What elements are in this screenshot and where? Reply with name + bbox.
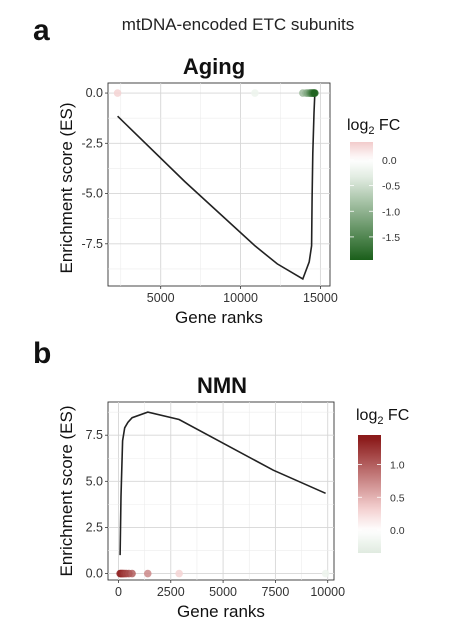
nmn-y-tick-label: 2.5 bbox=[86, 520, 103, 534]
nmn-gene-point bbox=[321, 569, 330, 578]
aging-legend-title: log2 FC bbox=[347, 117, 400, 137]
nmn-grid bbox=[108, 402, 334, 580]
nmn-y-tick-label: 5.0 bbox=[86, 474, 103, 488]
nmn-x-tick-label: 7500 bbox=[262, 585, 290, 599]
nmn-tick-labels: 0 2500 5000 7500 10000 0.0 2.5 5.0 7.5 bbox=[86, 428, 346, 599]
aging-x-tick-label: 10000 bbox=[223, 291, 258, 305]
aging-x-axis-label: Gene ranks bbox=[175, 308, 263, 327]
aging-legend-tick-label: -1.5 bbox=[382, 232, 400, 244]
aging-y-tick-label: -2.5 bbox=[81, 136, 103, 150]
aging-y-axis-label: Enrichment score (ES) bbox=[57, 103, 76, 274]
aging-gene-points bbox=[113, 89, 319, 97]
nmn-legend-ticks: 1.0 0.5 0.0 bbox=[358, 460, 405, 537]
nmn-chart-panel: NMN 0 2500 5000 7500 10000 0.0 2.5 5.0 7.5 Gene … bbox=[57, 373, 409, 621]
aging-legend-ticks: 0.0 -0.5 -1.0 -1.5 bbox=[350, 155, 400, 244]
aging-legend-tick-label: -1.0 bbox=[382, 206, 400, 218]
nmn-x-tick-label: 0 bbox=[115, 585, 122, 599]
nmn-plot-area bbox=[107, 401, 335, 581]
nmn-gene-point bbox=[128, 569, 136, 578]
aging-legend-title-fc: FC bbox=[374, 117, 400, 134]
nmn-gene-point bbox=[143, 569, 152, 578]
panel-letter-a: a bbox=[33, 14, 50, 47]
aging-y-tick-label: 0.0 bbox=[86, 86, 103, 100]
nmn-x-axis-label: Gene ranks bbox=[177, 602, 265, 621]
nmn-legend-tick-label: 1.0 bbox=[390, 460, 405, 472]
aging-legend-colorbar bbox=[350, 142, 373, 260]
aging-chart-panel: Aging 5000 10000 15000 0.0 -2.5 -5.0 -7.5 Gene… bbox=[57, 54, 400, 327]
aging-legend-title-sub: 2 bbox=[368, 125, 374, 137]
nmn-y-axis-label: Enrichment score (ES) bbox=[57, 406, 76, 577]
aging-color-legend: log2 FC 0.0 -0.5 -1.0 -1.5 bbox=[347, 117, 400, 260]
aging-gene-point bbox=[113, 89, 122, 97]
nmn-legend-colorbar bbox=[358, 435, 381, 553]
aging-y-tick-label: -7.5 bbox=[81, 237, 103, 251]
nmn-color-legend: log2 FC 1.0 0.5 0.0 bbox=[356, 407, 409, 553]
aging-y-tick-label: -5.0 bbox=[81, 187, 103, 201]
aging-plot-area bbox=[107, 82, 331, 287]
panel-letter-b: b bbox=[33, 337, 51, 370]
aging-legend-tick-label: -0.5 bbox=[382, 181, 400, 193]
nmn-legend-title: log2 FC bbox=[356, 407, 409, 427]
nmn-x-tick-label: 2500 bbox=[157, 585, 185, 599]
nmn-y-tick-label: 0.0 bbox=[86, 567, 103, 581]
nmn-legend-tick-label: 0.5 bbox=[390, 492, 405, 504]
aging-gene-point bbox=[251, 89, 259, 97]
nmn-chart-title: NMN bbox=[197, 373, 247, 398]
nmn-legend-tick-label: 0.0 bbox=[390, 525, 405, 537]
aging-chart-title: Aging bbox=[183, 54, 245, 79]
aging-x-tick-label: 15000 bbox=[303, 291, 338, 305]
aging-tick-labels: 5000 10000 15000 0.0 -2.5 -5.0 -7.5 bbox=[81, 86, 337, 305]
aging-legend-tick-label: 0.0 bbox=[382, 155, 397, 167]
nmn-legend-title-fc: FC bbox=[383, 407, 409, 424]
nmn-gene-points bbox=[116, 569, 330, 578]
nmn-x-tick-label: 5000 bbox=[209, 585, 237, 599]
nmn-legend-title-sub: 2 bbox=[377, 415, 383, 427]
nmn-gene-point bbox=[175, 569, 183, 578]
aging-enrichment-line bbox=[117, 94, 316, 281]
aging-gene-point bbox=[311, 89, 319, 97]
nmn-x-tick-label: 10000 bbox=[310, 585, 345, 599]
nmn-enrichment-line bbox=[119, 411, 326, 556]
figure-suptitle: mtDNA-encoded ETC subunits bbox=[122, 15, 354, 34]
nmn-legend-title-log: log bbox=[356, 407, 377, 424]
nmn-y-tick-label: 7.5 bbox=[86, 428, 103, 442]
aging-x-tick-label: 5000 bbox=[147, 291, 175, 305]
aging-legend-title-log: log bbox=[347, 117, 368, 134]
